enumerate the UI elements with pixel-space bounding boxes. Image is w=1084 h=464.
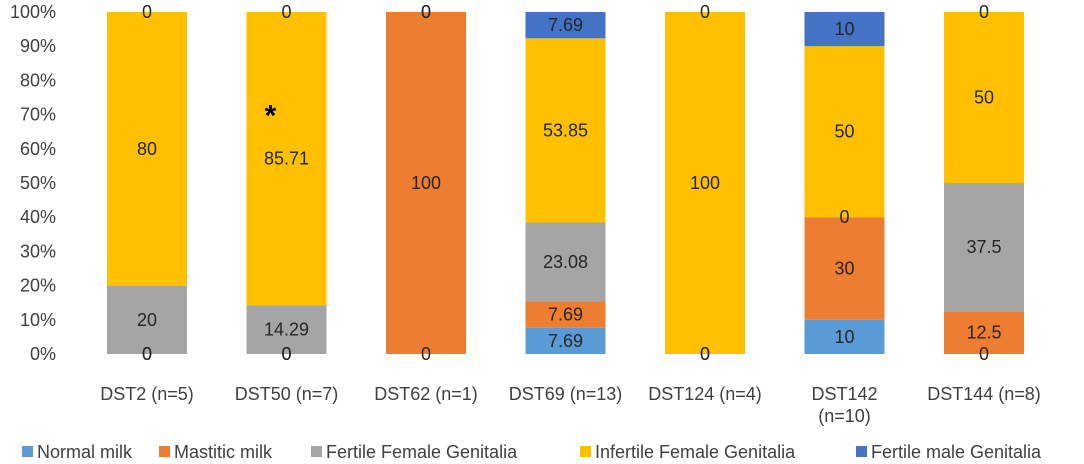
legend-item: Fertile Female Genitalia — [311, 442, 518, 462]
y-tick-label: 80% — [20, 70, 56, 90]
significance-asterisk: * — [265, 100, 277, 133]
x-axis-labels: DST2 (n=5) DST50 (n=7) DST62 (n=1) DST69 (n… — [100, 384, 1041, 426]
annotations: * — [265, 100, 277, 133]
data-label: 50 — [974, 88, 994, 108]
data-label: 0 — [421, 2, 431, 22]
data-label: 12.5 — [966, 323, 1001, 343]
data-label: 0 — [700, 344, 710, 364]
legend-label: Infertile Female Genitalia — [595, 442, 796, 462]
bar-segment — [804, 46, 885, 218]
legend-item: Fertile male Genitalia — [856, 442, 1042, 462]
y-tick-label: 70% — [20, 105, 56, 125]
data-label: 23.08 — [543, 252, 588, 272]
bar-segment — [944, 183, 1024, 312]
legend-swatch — [580, 446, 591, 457]
data-label: 0 — [142, 2, 152, 22]
data-label: 50 — [834, 122, 854, 142]
bar-segment — [525, 327, 606, 354]
data-label: 53.85 — [543, 120, 588, 140]
bars — [107, 12, 1024, 354]
legend-label: Fertile male Genitalia — [871, 442, 1042, 462]
x-tick-label: DST2 (n=5) — [100, 384, 194, 404]
bar-segment — [944, 12, 1024, 183]
legend-item: Infertile Female Genitalia — [580, 442, 796, 462]
bar-segment — [107, 12, 187, 286]
x-tick-label: DST69 (n=13) — [509, 384, 623, 404]
data-label: 0 — [142, 344, 152, 364]
data-label: 10 — [834, 19, 854, 39]
bar-segment — [804, 12, 885, 47]
x-tick-label: DST62 (n=1) — [374, 384, 478, 404]
y-tick-label: 90% — [20, 36, 56, 56]
legend: Normal milk Mastitic milk Fertile Female G… — [22, 442, 1042, 462]
legend-swatch — [856, 446, 867, 457]
y-tick-label: 50% — [20, 173, 56, 193]
data-label: 0 — [142, 344, 152, 364]
data-label: 7.69 — [548, 15, 583, 35]
y-tick-label: 0% — [30, 344, 56, 364]
data-label: 80 — [137, 139, 157, 159]
data-label: 10 — [834, 327, 854, 347]
y-axis: 0% 10% 20% 30% 40% 50% 60% 70% 80% 90% 100% — [10, 2, 56, 364]
data-label: 100 — [690, 173, 720, 193]
bar-segment — [246, 305, 327, 354]
data-label: 0 — [979, 344, 989, 364]
data-label: 0 — [700, 344, 710, 364]
bar-segment — [525, 38, 606, 223]
y-tick-label: 40% — [20, 207, 56, 227]
data-label: 0 — [281, 344, 291, 364]
data-label: 0 — [979, 2, 989, 22]
legend-label: Fertile Female Genitalia — [326, 442, 518, 462]
x-tick-label: DST142 (n=10) — [811, 384, 877, 426]
legend-label: Normal milk — [37, 442, 133, 462]
data-label: 7.69 — [548, 305, 583, 325]
data-label: 0 — [700, 2, 710, 22]
bar-segment — [386, 12, 466, 354]
y-tick-label: 20% — [20, 276, 56, 296]
legend-swatch — [22, 446, 33, 457]
bar-segment — [804, 319, 885, 354]
data-label: 100 — [411, 173, 441, 193]
bar-segment — [246, 12, 327, 306]
data-label: 0 — [421, 2, 431, 22]
y-tick-label: 10% — [20, 310, 56, 330]
y-tick-label: 100% — [10, 2, 56, 22]
legend-swatch — [159, 446, 170, 457]
data-label: 0 — [839, 207, 849, 227]
bar-segment — [525, 222, 606, 302]
legend-swatch — [311, 446, 322, 457]
data-label: 0 — [281, 344, 291, 364]
data-label: 85.71 — [264, 149, 309, 169]
bar-segment — [665, 12, 745, 354]
data-label: 37.5 — [966, 237, 1001, 257]
x-tick-label: DST124 (n=4) — [648, 384, 762, 404]
data-label: 20 — [137, 310, 157, 330]
legend-label: Mastitic milk — [174, 442, 273, 462]
y-tick-label: 60% — [20, 139, 56, 159]
data-label: 7.69 — [548, 331, 583, 351]
data-label: 0 — [421, 344, 431, 364]
legend-item: Mastitic milk — [159, 442, 273, 462]
bar-segment — [525, 12, 606, 39]
x-tick-label: DST144 (n=8) — [927, 384, 1041, 404]
bar-segment — [944, 311, 1024, 354]
x-tick-label: DST50 (n=7) — [235, 384, 339, 404]
bar-segment — [107, 285, 187, 354]
data-label: 14.29 — [264, 320, 309, 340]
data-label: 30 — [834, 259, 854, 279]
y-tick-label: 30% — [20, 241, 56, 261]
bar-segment — [804, 217, 885, 320]
data-label: 0 — [281, 2, 291, 22]
legend-item: Normal milk — [22, 442, 133, 462]
bar-segment — [525, 301, 606, 328]
